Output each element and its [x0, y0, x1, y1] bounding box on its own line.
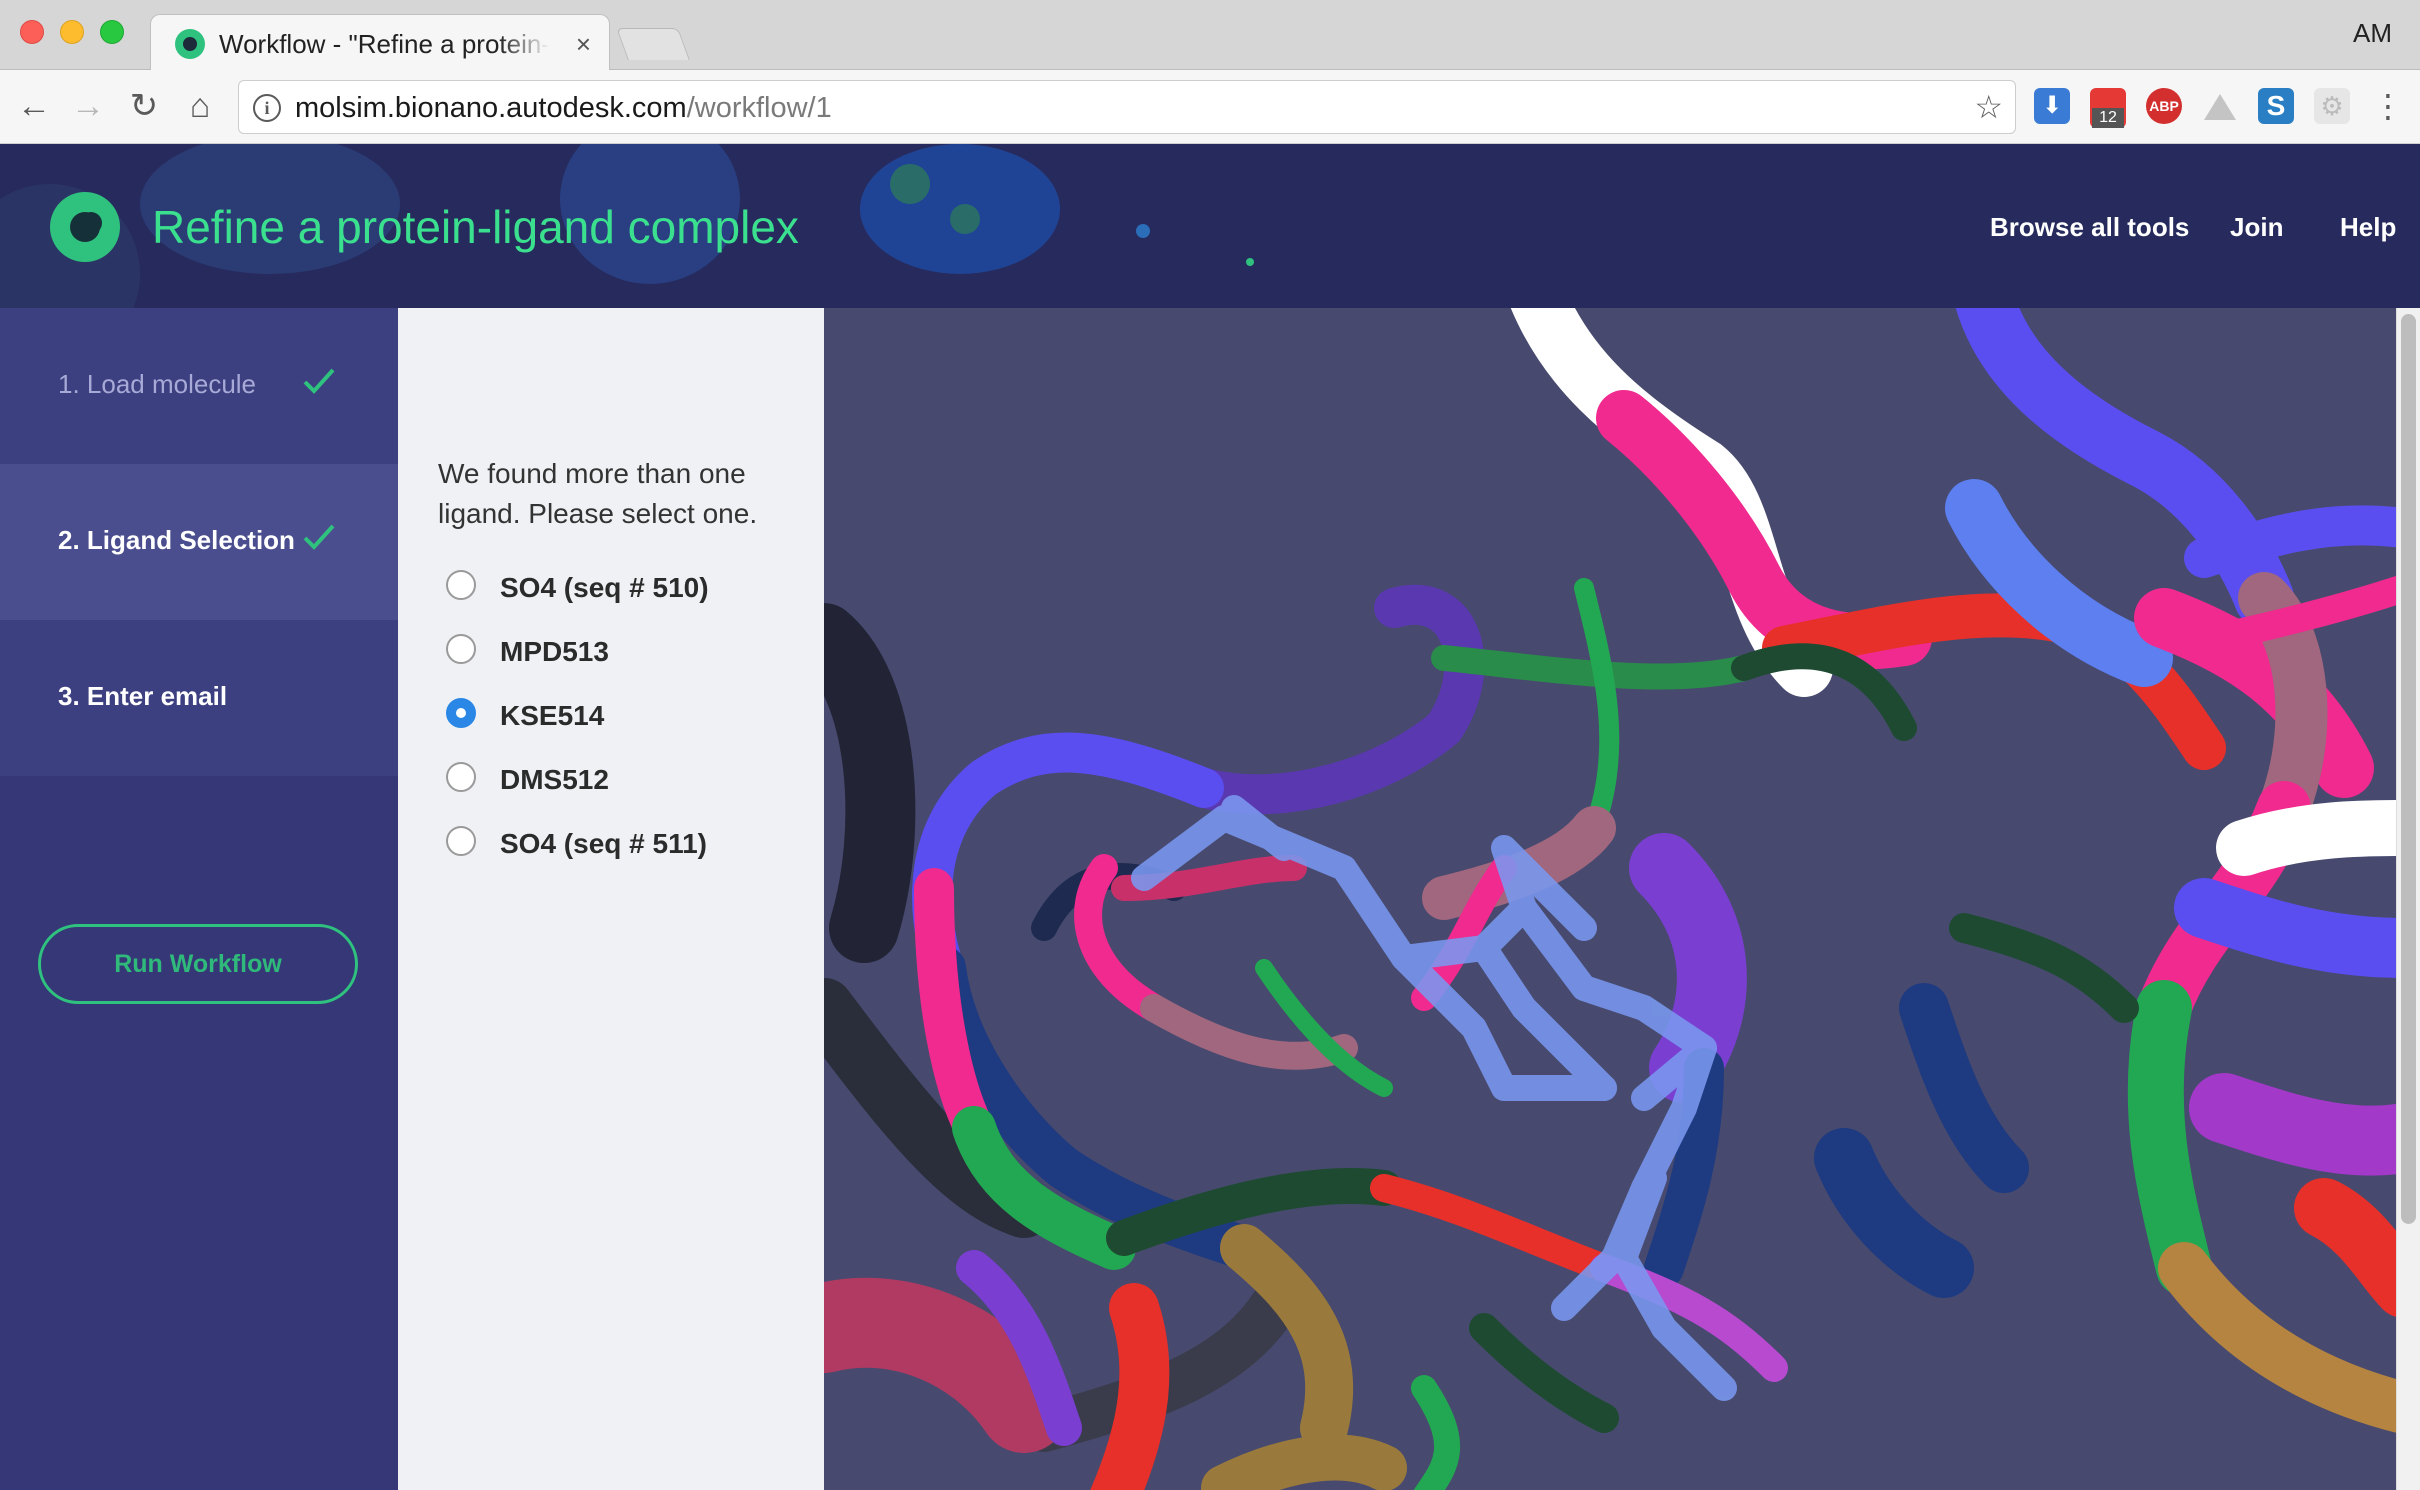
checkmark-icon — [303, 524, 335, 550]
header-decoration — [1246, 258, 1254, 266]
radio-button[interactable] — [446, 570, 476, 600]
viewer-scrollbar[interactable] — [2396, 308, 2420, 1490]
molecule-viewer[interactable] — [824, 308, 2396, 1490]
site-info-icon[interactable]: i — [253, 94, 281, 122]
calendar-extension-icon[interactable]: 12 — [2090, 88, 2126, 128]
header-decoration — [950, 204, 980, 234]
bookmark-star-icon[interactable]: ☆ — [1974, 89, 2003, 125]
window-minimize-button[interactable] — [60, 20, 84, 44]
app-logo-icon[interactable] — [50, 192, 120, 262]
ligand-option[interactable]: DMS512 — [446, 756, 806, 806]
settings-extension-icon[interactable]: ⚙ — [2314, 88, 2350, 124]
header-decoration — [1136, 224, 1150, 238]
ligand-option-label[interactable]: DMS512 — [500, 764, 609, 795]
ligand-option[interactable]: SO4 (seq # 510) — [446, 564, 806, 614]
drive-extension-icon[interactable] — [2202, 88, 2238, 124]
profile-button[interactable]: AM — [2353, 18, 2392, 48]
ligand-option-label[interactable]: KSE514 — [500, 700, 605, 731]
scrollbar-thumb[interactable] — [2401, 314, 2416, 1224]
workflow-sidebar: 1. Load molecule 2. Ligand Selection 3. … — [0, 308, 398, 1490]
forward-arrow-icon[interactable]: → — [71, 87, 105, 125]
address-bar[interactable]: i molsim.bionano.autodesk.com/workflow/1… — [238, 80, 2016, 134]
step-label: 3. Enter email — [58, 681, 228, 711]
browser-tab[interactable]: Workflow - "Refine a protein-ligand comp… — [150, 14, 610, 71]
browser-tab-strip: Workflow - "Refine a protein-ligand comp… — [0, 0, 2420, 71]
ligand-selection-panel: We found more than one ligand. Please se… — [398, 308, 824, 1490]
radio-button[interactable] — [446, 762, 476, 792]
ligand-option[interactable]: MPD513 — [446, 628, 806, 678]
download-extension-icon[interactable] — [2034, 88, 2070, 124]
browser-menu-icon[interactable]: ⋮ — [2372, 88, 2404, 124]
window-close-button[interactable] — [20, 20, 44, 44]
page-title: Refine a protein-ligand complex — [152, 201, 799, 253]
checkmark-icon — [303, 368, 335, 394]
step-load-molecule[interactable]: 1. Load molecule — [0, 308, 398, 464]
radio-button-selected[interactable] — [446, 698, 476, 728]
browser-toolbar: ← → ↻ ⌂ i molsim.bionano.autodesk.com/wo… — [0, 70, 2420, 144]
protein-ribbon-render — [824, 308, 2396, 1490]
tab-title: Workflow - "Refine a protein-ligand comp… — [219, 29, 549, 59]
new-tab-button[interactable] — [616, 28, 690, 60]
run-workflow-button[interactable]: Run Workflow — [38, 924, 358, 1004]
radio-button[interactable] — [446, 634, 476, 664]
window-maximize-button[interactable] — [100, 20, 124, 44]
adblock-extension-icon[interactable]: ABP — [2146, 88, 2182, 124]
s-extension-icon[interactable]: S — [2258, 88, 2294, 124]
nav-join[interactable]: Join — [2230, 212, 2284, 242]
ligand-option[interactable]: SO4 (seq # 511) — [446, 820, 806, 870]
nav-browse-all-tools[interactable]: Browse all tools — [1990, 212, 2190, 242]
reload-icon[interactable]: ↻ — [129, 87, 159, 125]
site-favicon-icon — [175, 29, 205, 59]
step-ligand-selection[interactable]: 2. Ligand Selection — [0, 464, 398, 620]
ligand-option-label[interactable]: SO4 (seq # 510) — [500, 572, 709, 603]
nav-help[interactable]: Help — [2340, 212, 2397, 242]
step-enter-email[interactable]: 3. Enter email — [0, 620, 398, 776]
step-label: 2. Ligand Selection — [58, 525, 295, 555]
step-label: 1. Load molecule — [58, 369, 257, 399]
ligand-prompt: We found more than one ligand. Please se… — [438, 458, 758, 529]
url-host: molsim.bionano.autodesk.com — [295, 92, 687, 124]
url-text[interactable]: molsim.bionano.autodesk.com/workflow/1 — [295, 91, 832, 125]
app-header: Refine a protein-ligand complex Browse a… — [0, 144, 2420, 308]
calendar-badge: 12 — [2092, 108, 2124, 128]
header-decoration — [560, 144, 740, 284]
home-icon[interactable]: ⌂ — [189, 87, 211, 125]
header-decoration — [890, 164, 930, 204]
ligand-option[interactable]: KSE514 — [446, 692, 806, 742]
header-decoration — [140, 144, 400, 274]
url-path: /workflow/1 — [686, 92, 832, 124]
ligand-option-label[interactable]: MPD513 — [500, 636, 609, 667]
radio-button[interactable] — [446, 826, 476, 856]
tab-close-icon[interactable]: × — [575, 29, 591, 59]
back-arrow-icon[interactable]: ← — [17, 87, 51, 125]
ligand-option-label[interactable]: SO4 (seq # 511) — [500, 828, 708, 859]
